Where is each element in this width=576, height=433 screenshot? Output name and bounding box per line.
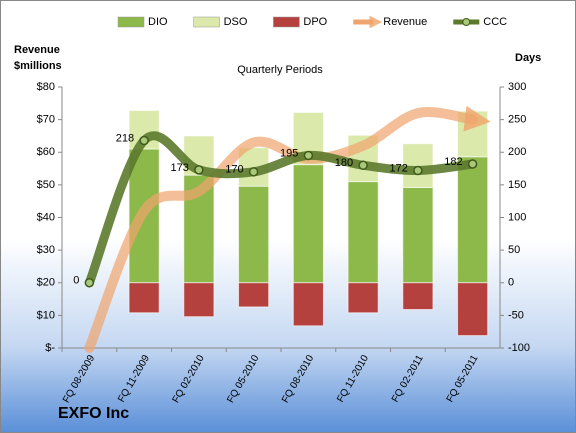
data-label: 173: [171, 162, 189, 174]
y-tick-label: $30: [37, 244, 55, 256]
y-tick-label: $20: [37, 277, 55, 289]
y-tick-label: $60: [37, 146, 55, 158]
bar: [292, 282, 324, 327]
bar: [457, 282, 489, 337]
data-label: 218: [116, 132, 134, 144]
point: [413, 165, 423, 176]
bar: [128, 282, 160, 314]
point: [139, 135, 149, 146]
legend-label: Revenue: [383, 16, 427, 28]
y2-tick-label: 100: [508, 211, 526, 223]
legend-label: CCC: [483, 16, 507, 28]
chart-title: Quarterly Periods: [237, 64, 323, 76]
point: [84, 278, 95, 288]
legend-swatch: [193, 16, 220, 28]
point: [194, 165, 204, 175]
y2-tick-label: 300: [508, 81, 526, 93]
y2-tick-label: 0: [508, 277, 514, 289]
bar: [347, 181, 379, 284]
y2-axis-label: Days: [515, 52, 541, 64]
bar: [402, 186, 434, 284]
bar: [347, 282, 379, 314]
data-label: 172: [390, 162, 408, 174]
y-tick-label: $50: [37, 179, 55, 191]
legend-label: DIO: [148, 16, 168, 28]
data-label: 0: [73, 275, 79, 287]
data-label: 195: [280, 147, 298, 159]
bar: [457, 156, 489, 284]
y2-tick-label: 50: [508, 244, 520, 256]
y-tick-label: $40: [37, 211, 55, 223]
y2-tick-label: 250: [508, 114, 526, 126]
point: [467, 159, 478, 169]
y2-tick-label: -50: [508, 309, 524, 321]
point: [358, 160, 368, 171]
data-label: 170: [225, 164, 243, 176]
y2-tick-label: 200: [508, 146, 526, 158]
y-axis-label: Revenue: [14, 44, 60, 56]
legend-swatch: [273, 16, 300, 28]
footer: EXFO Inc: [58, 405, 129, 422]
bar: [238, 282, 270, 308]
legend-swatch: [117, 16, 145, 28]
legend-swatch: [462, 18, 471, 26]
bar: [238, 185, 270, 284]
y-tick-label: $80: [37, 81, 55, 93]
revenue-line: [84, 105, 491, 353]
y-tick-label: $70: [37, 114, 55, 126]
bar: [292, 164, 324, 284]
y-axis-label: $millions: [14, 60, 62, 72]
data-label: 182: [444, 156, 462, 168]
y2-tick-label: 150: [508, 179, 526, 191]
y-tick-label: $10: [37, 309, 55, 321]
bar: [402, 282, 434, 311]
legend-label: DSO: [224, 16, 248, 28]
y-tick-label: $-: [45, 342, 55, 354]
point: [248, 167, 259, 177]
data-label: 180: [335, 157, 353, 169]
bar: [183, 282, 215, 318]
y2-tick-label: -100: [508, 342, 530, 354]
point: [303, 150, 314, 161]
legend-label: DPO: [303, 16, 327, 28]
